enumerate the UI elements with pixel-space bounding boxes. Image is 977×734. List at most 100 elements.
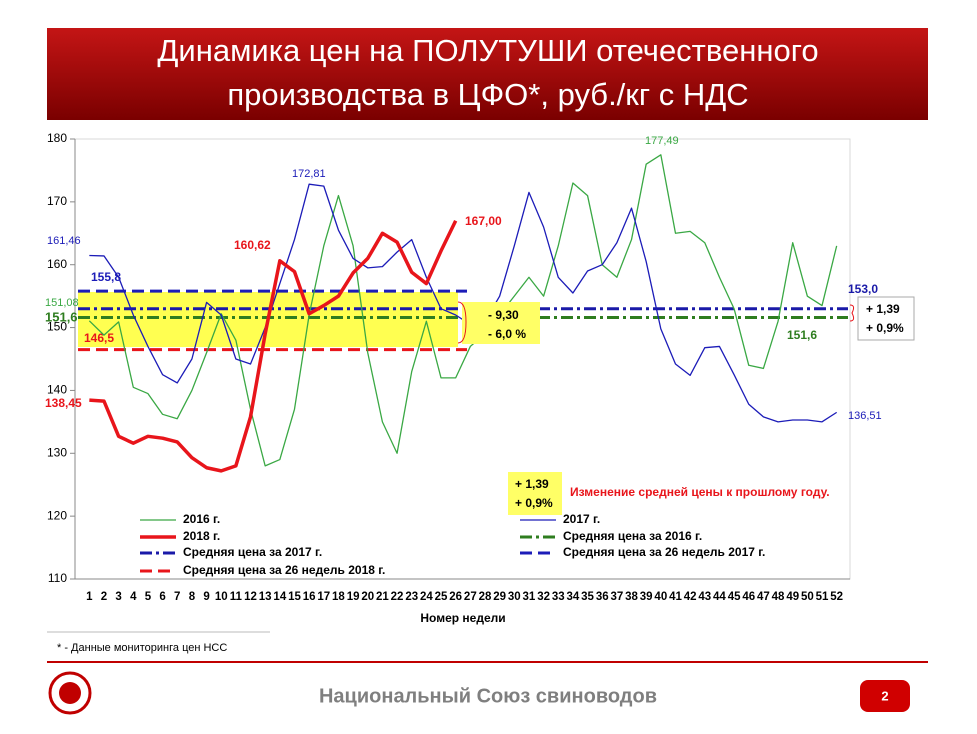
x-tick-label: 23 [405,591,418,603]
x-tick-label: 12 [244,591,257,603]
data-label: 167,00 [465,214,502,228]
y-tick-label: 140 [47,383,67,397]
x-tick-label: 19 [347,591,360,603]
reference-label: 151,6 [787,328,817,342]
x-tick-label: 49 [786,591,799,603]
x-tick-label: 8 [189,591,196,603]
page-number: 2 [881,688,888,703]
x-tick-label: 22 [391,591,404,603]
x-tick-label: 31 [523,591,536,603]
logo [59,682,81,704]
x-tick-label: 30 [508,591,521,603]
legend-label: 2016 г. [183,512,220,526]
annotation-box [508,472,562,515]
x-tick-label: 4 [130,591,137,603]
legend-label: 2017 г. [563,512,600,526]
x-tick-label: 42 [684,591,697,603]
x-tick-label: 7 [174,591,180,603]
annotation-note: Изменение средней цены к прошлому году. [570,485,830,499]
title-banner [47,28,928,120]
x-tick-label: 20 [361,591,374,603]
x-tick-label: 37 [610,591,623,603]
annotation: - 6,0 % [488,327,526,341]
series-line [89,219,458,473]
x-tick-label: 10 [215,591,228,603]
x-tick-label: 43 [698,591,711,603]
x-tick-label: 25 [435,591,448,603]
data-label: 177,49 [645,135,679,147]
x-tick-label: 24 [420,591,433,603]
x-tick-label: 45 [728,591,741,603]
y-tick-label: 170 [47,194,67,208]
x-tick-label: 1 [86,591,93,603]
page-badge [860,680,910,712]
x-tick-label: 9 [203,591,209,603]
x-tick-label: 27 [464,591,477,603]
title: производства в ЦФО*, руб./кг с НДС [227,77,748,112]
series-line [88,154,838,467]
x-tick-label: 38 [625,591,638,603]
title: Динамика цен на ПОЛУТУШИ отечественного [157,33,818,68]
x-tick-label: 50 [801,591,814,603]
x-tick-label: 32 [537,591,550,603]
y-tick-label: 160 [47,257,67,271]
footer: Национальный Союз свиноводов [319,685,657,707]
legend-label: 2018 г. [183,529,220,543]
data-label: 151,08 [45,297,79,309]
reference-label: 146,5 [84,331,114,345]
x-tick-label: 14 [273,591,286,603]
annotation: - 9,30 [488,308,519,322]
x-tick-label: 48 [772,591,785,603]
x-tick-label: 3 [115,591,121,603]
data-label: 172,81 [292,168,326,180]
x-tick-label: 41 [669,591,682,603]
reference-label: 155,8 [91,270,121,284]
reference-label: 151,6 [45,309,78,324]
x-tick-label: 26 [449,591,462,603]
x-tick-label: 2 [101,591,107,603]
footnote: * - Данные мониторинга цен НСС [57,642,227,654]
x-axis-label: Номер недели [420,611,505,625]
data-label: 160,62 [234,238,271,252]
x-tick-label: 29 [493,591,506,603]
x-tick-label: 33 [552,591,565,603]
x-tick-label: 44 [713,591,726,603]
x-tick-label: 39 [640,591,653,603]
x-tick-label: 40 [654,591,667,603]
x-tick-label: 28 [479,591,492,603]
annotation: + 1,39 [866,302,900,316]
x-tick-label: 15 [288,591,301,603]
y-tick-label: 110 [48,571,67,585]
legend-label: Средняя цена за 26 недель 2017 г. [563,545,765,559]
data-label: 138,45 [45,396,82,410]
x-tick-label: 35 [581,591,594,603]
y-tick-label: 180 [47,131,67,145]
x-tick-label: 52 [830,591,843,603]
legend-label: Средняя цена за 2017 г. [183,545,322,559]
annotation-box [462,302,540,344]
data-label: 136,51 [848,410,882,422]
x-tick-label: 36 [596,591,609,603]
reference-label: 153,0 [848,282,878,296]
annotation: + 0,9% [515,496,553,510]
x-tick-label: 17 [317,591,330,603]
x-tick-label: 5 [145,591,152,603]
x-tick-label: 18 [332,591,345,603]
x-tick-label: 13 [259,591,272,603]
y-tick-label: 120 [47,508,67,522]
legend-label: Средняя цена за 26 недель 2018 г. [183,563,385,577]
x-tick-label: 6 [159,591,165,603]
x-tick-label: 51 [816,591,829,603]
y-tick-label: 150 [47,320,67,334]
x-tick-label: 16 [303,591,316,603]
bracket [457,301,467,344]
bracket [849,304,855,322]
x-tick-label: 47 [757,591,770,603]
data-label: 161,46 [47,235,81,247]
annotation: + 1,39 [515,477,549,491]
y-tick-label: 130 [47,445,67,459]
annotation: + 0,9% [866,321,904,335]
x-tick-label: 21 [376,591,389,603]
